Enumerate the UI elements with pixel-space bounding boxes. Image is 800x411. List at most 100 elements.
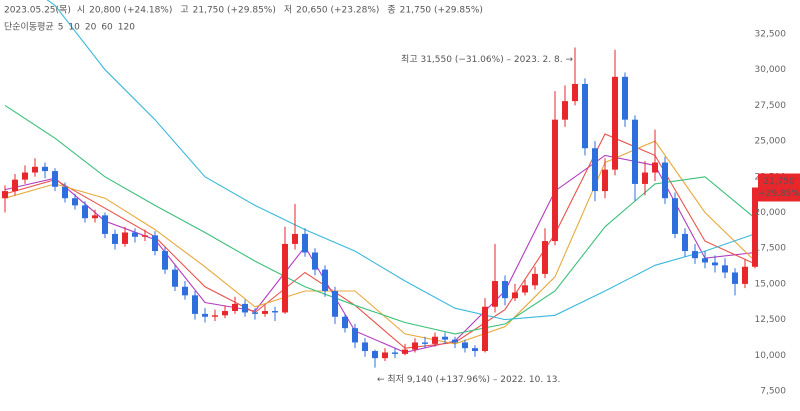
last-price-box: [758, 173, 800, 202]
header-label: 저: [284, 5, 292, 16]
candle-body: [42, 166, 48, 172]
candle-body: [672, 198, 678, 234]
candle-body: [512, 292, 518, 299]
annotation: ← 최저 9,140 (+137.96%) – 2022. 10. 13.: [377, 374, 560, 385]
candle-body: [452, 339, 458, 343]
candle-body: [52, 171, 58, 187]
candle-body: [392, 352, 398, 354]
moving-average-line: [4, 154, 756, 353]
candle-body: [682, 233, 688, 252]
candle-body: [522, 285, 528, 293]
candle-body: [152, 235, 158, 252]
candle-body: [722, 265, 728, 273]
candle-body: [642, 172, 648, 184]
last-change: +29.85%: [758, 189, 800, 199]
candle-body: [232, 303, 238, 312]
candle-body: [732, 272, 738, 284]
candle-body: [32, 166, 38, 173]
candle-body: [652, 162, 658, 173]
candle-body: [702, 258, 708, 263]
candle-body: [182, 286, 188, 296]
y-tick-label: 25,000: [755, 137, 787, 147]
candle-body: [352, 328, 358, 343]
candle-body: [2, 191, 8, 199]
candle-body: [602, 169, 608, 192]
candle-body: [742, 266, 748, 284]
candle-body: [592, 148, 598, 192]
candle-body: [482, 306, 488, 352]
y-tick-label: 12,500: [755, 315, 787, 325]
candle-body: [302, 233, 308, 253]
candle-body: [292, 233, 298, 244]
header-label: 종: [387, 5, 395, 16]
y-tick-label: 32,500: [755, 29, 787, 39]
candle-body: [92, 215, 98, 219]
y-tick-label: 10,000: [755, 351, 787, 361]
candle-body: [112, 233, 118, 244]
candle-body: [82, 205, 88, 219]
y-tick-label: 20,000: [755, 208, 787, 218]
moving-average-line: [46, 0, 756, 321]
ma-legend-title: 단순이동평균: [4, 22, 54, 33]
candle-body: [262, 311, 268, 314]
y-tick-label: 7,500: [760, 387, 786, 397]
candle-body: [162, 251, 168, 270]
candle-body: [562, 101, 568, 120]
candle-body: [622, 76, 628, 120]
annotation: 최고 31,550 (−31.06%) – 2023. 2. 8. →: [401, 54, 573, 65]
candle-body: [422, 342, 428, 344]
moving-average-line: [4, 104, 756, 335]
candle-body: [552, 119, 558, 242]
candle-body: [442, 336, 448, 340]
candle-body: [212, 315, 218, 317]
candle-body: [692, 251, 698, 259]
legend-entry: 120: [118, 23, 135, 33]
candle-body: [172, 269, 178, 287]
candle-body: [462, 342, 468, 349]
moving-average-line: [4, 133, 756, 349]
candle-body: [242, 303, 248, 313]
candle-body: [282, 243, 288, 313]
candle-body: [222, 311, 228, 316]
candle-body: [132, 232, 138, 237]
legend-entry: 5: [58, 23, 64, 33]
candle-body: [542, 241, 548, 274]
candle-body: [712, 262, 718, 266]
candle-body: [272, 311, 278, 313]
candle-body: [412, 342, 418, 350]
header-value: 21,750 (+29.85%): [400, 6, 483, 16]
candle-body: [572, 83, 578, 102]
y-axis: 7,50010,00012,50015,00017,50020,00022,50…: [755, 29, 787, 396]
candle-body: [532, 273, 538, 286]
candle-body: [332, 291, 338, 317]
candle-body: [402, 349, 408, 354]
candle-body: [252, 312, 258, 314]
legend-entry: 10: [68, 23, 80, 33]
candle-body: [632, 119, 638, 184]
legend-entry: 20: [85, 23, 97, 33]
candle-body: [662, 162, 668, 199]
moving-average-line: [4, 140, 756, 345]
plot-area: [2, 0, 758, 368]
candle-body: [22, 172, 28, 180]
y-tick-label: 15,000: [755, 279, 787, 289]
candle-body: [372, 351, 378, 359]
y-tick-label: 30,000: [755, 65, 787, 75]
candle-body: [142, 235, 148, 237]
candle-body: [612, 76, 618, 170]
candle-body: [192, 295, 198, 314]
candle-body: [12, 179, 18, 192]
y-tick-label: 17,500: [755, 244, 787, 254]
candle-body: [492, 281, 498, 307]
last-price: 21,750: [763, 177, 795, 187]
header-date: 2023.05.25(목): [4, 5, 71, 16]
candle-body: [502, 281, 508, 299]
overlay: 2023.05.25(목) 시 20,800 (+24.18%) 고 21,750 (+…: [4, 5, 800, 385]
candle-body: [752, 187, 758, 267]
legend-entry: 60: [101, 23, 113, 33]
candle-body: [382, 352, 388, 359]
candle-body: [62, 186, 68, 199]
header-label: 고: [180, 6, 188, 16]
